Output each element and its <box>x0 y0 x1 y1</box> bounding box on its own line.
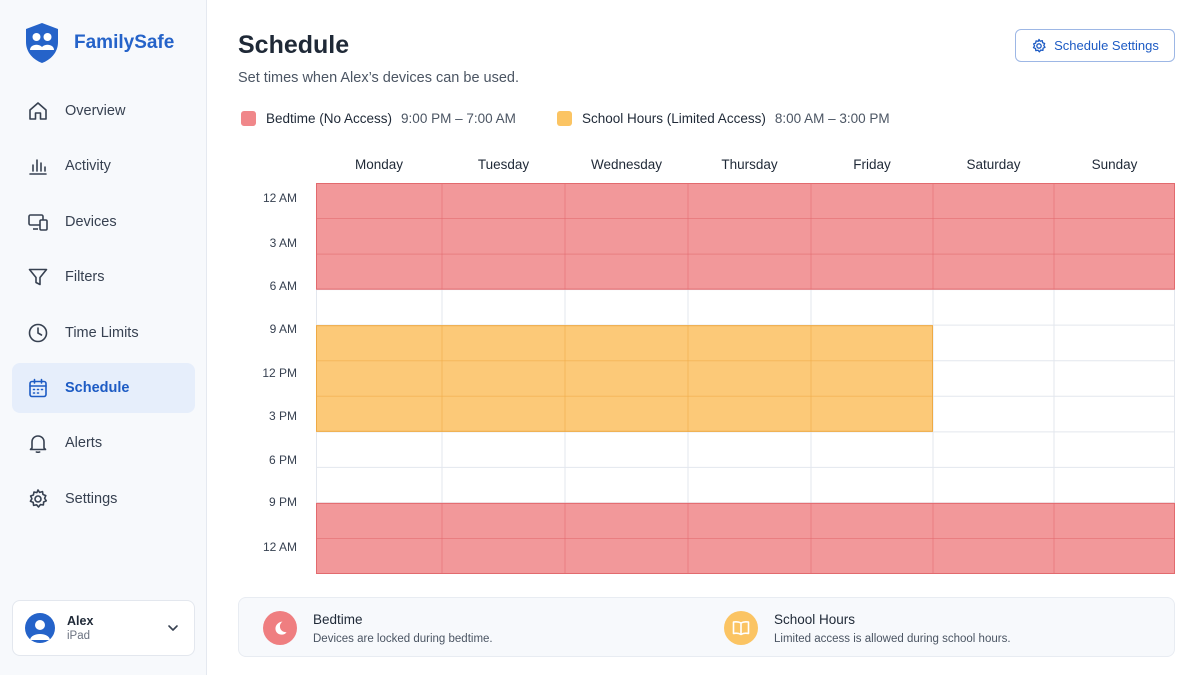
day-header-sunday: Sunday <box>1091 157 1138 172</box>
sidebar-item-overview[interactable]: Overview <box>12 86 195 136</box>
bedtime-block-friday[interactable] <box>811 183 933 290</box>
bedtime-block-sunday[interactable] <box>1054 183 1175 290</box>
legend-bedtime: Bedtime (No Access) 9:00 PM – 7:00 AM <box>241 111 516 126</box>
day-header-wednesday: Wednesday <box>590 157 663 172</box>
school-block-thursday[interactable] <box>688 325 811 432</box>
page-subtitle: Set times when Alex’s devices can be use… <box>238 70 520 86</box>
sidebar-item-activity[interactable]: Activity <box>12 141 195 191</box>
school-block-wednesday[interactable] <box>565 325 688 432</box>
sidebar-item-time-limits[interactable]: Time Limits <box>12 308 195 358</box>
sidebar-item-label: Overview <box>65 103 126 119</box>
app-name: FamilySafe <box>74 32 175 53</box>
info-bedtime: Bedtime Devices are locked during bedtim… <box>263 598 493 658</box>
family-shield-logo-icon <box>26 23 58 63</box>
schedule-grid[interactable] <box>316 183 1175 574</box>
schedule-settings-label: Schedule Settings <box>1054 38 1159 53</box>
time-label: 12 PM <box>262 366 297 380</box>
devices-icon <box>26 210 50 234</box>
sidebar-item-label: Alerts <box>65 435 103 452</box>
legend-school-hours: School Hours (Limited Access) 8:00 AM – … <box>557 111 890 126</box>
school-block-tuesday[interactable] <box>442 325 565 432</box>
legend-swatch <box>241 111 256 126</box>
sidebar-item-settings[interactable]: Settings <box>12 474 195 524</box>
bedtime-block-thursday[interactable] <box>688 183 811 290</box>
legend-swatch <box>557 111 572 126</box>
school-block-friday[interactable] <box>811 325 933 432</box>
time-label: 12 AM <box>262 191 297 205</box>
bedtime-block-tuesday[interactable] <box>442 183 565 290</box>
sidebar-item-label: Filters <box>65 269 105 286</box>
user-icon <box>30 620 50 640</box>
school-block-outline <box>316 325 933 432</box>
profile-device: iPad <box>67 630 91 642</box>
gear-icon <box>1032 38 1046 52</box>
time-label: 9 PM <box>268 495 297 509</box>
clock-icon <box>26 321 50 345</box>
home-icon <box>26 99 50 123</box>
profile-name: Alex <box>67 614 94 628</box>
moon-icon <box>263 611 297 645</box>
info-school-hours: School Hours Limited access is allowed d… <box>724 598 1011 658</box>
info-title: Bedtime <box>313 611 363 627</box>
sidebar-nav: Overview Activity Devices Filters Time L… <box>12 86 195 529</box>
legend-name: Bedtime (No Access) <box>266 111 393 126</box>
bar-chart-icon <box>26 154 50 178</box>
sidebar-item-label: Time Limits <box>65 324 139 341</box>
filter-icon <box>26 265 50 289</box>
page-title: Schedule <box>238 31 350 59</box>
time-label: 12 AM <box>262 540 297 554</box>
bedtime-block-saturday[interactable] <box>933 183 1054 290</box>
sidebar-item-label: Schedule <box>65 379 130 396</box>
avatar <box>25 613 55 643</box>
day-header-thursday: Thursday <box>721 157 778 172</box>
bedtime-block-outline <box>316 183 1175 290</box>
info-title: School Hours <box>774 611 856 627</box>
gear-icon <box>26 487 50 511</box>
legend-time: 8:00 AM – 3:00 PM <box>774 111 890 126</box>
time-label: 3 AM <box>269 236 297 250</box>
time-label: 6 AM <box>269 279 297 293</box>
legend-name: School Hours (Limited Access) <box>582 111 766 126</box>
info-description: Limited access is allowed during school … <box>774 632 1011 645</box>
time-label: 9 AM <box>269 322 297 336</box>
sidebar-item-label: Activity <box>65 158 111 175</box>
day-header-saturday: Saturday <box>966 157 1021 172</box>
sidebar-item-filters[interactable]: Filters <box>12 252 195 302</box>
chevron-down-icon <box>168 625 178 631</box>
schedule-settings-button[interactable]: Schedule Settings <box>1015 29 1175 62</box>
brand[interactable]: FamilySafe <box>24 22 174 64</box>
bell-icon <box>26 431 50 455</box>
schedule-info-panel: Bedtime Devices are locked during bedtim… <box>238 597 1175 657</box>
sidebar-item-devices[interactable]: Devices <box>12 197 195 247</box>
sidebar-item-schedule[interactable]: Schedule <box>12 362 195 413</box>
day-header-friday: Friday <box>853 157 891 172</box>
sidebar: FamilySafe Overview Activity Devices Fil… <box>0 0 207 675</box>
book-icon <box>724 611 758 645</box>
time-label: 3 PM <box>268 409 297 423</box>
school-block-monday[interactable] <box>316 325 442 432</box>
day-header-monday: Monday <box>354 157 404 172</box>
sidebar-item-alerts[interactable]: Alerts <box>12 418 195 468</box>
info-description: Devices are locked during bedtime. <box>313 632 493 645</box>
sidebar-item-label: Devices <box>65 213 117 230</box>
time-label: 6 PM <box>268 453 297 467</box>
sidebar-item-label: Settings <box>65 490 118 507</box>
bedtime-block-wednesday[interactable] <box>565 183 688 290</box>
bedtime-block-monday[interactable] <box>316 183 442 290</box>
bedtime-block-outline <box>316 502 1175 574</box>
legend-time: 9:00 PM – 7:00 AM <box>401 111 516 126</box>
day-header-tuesday: Tuesday <box>477 157 530 172</box>
calendar-icon <box>26 376 50 400</box>
profile-switcher[interactable]: Alex iPad <box>12 600 195 656</box>
